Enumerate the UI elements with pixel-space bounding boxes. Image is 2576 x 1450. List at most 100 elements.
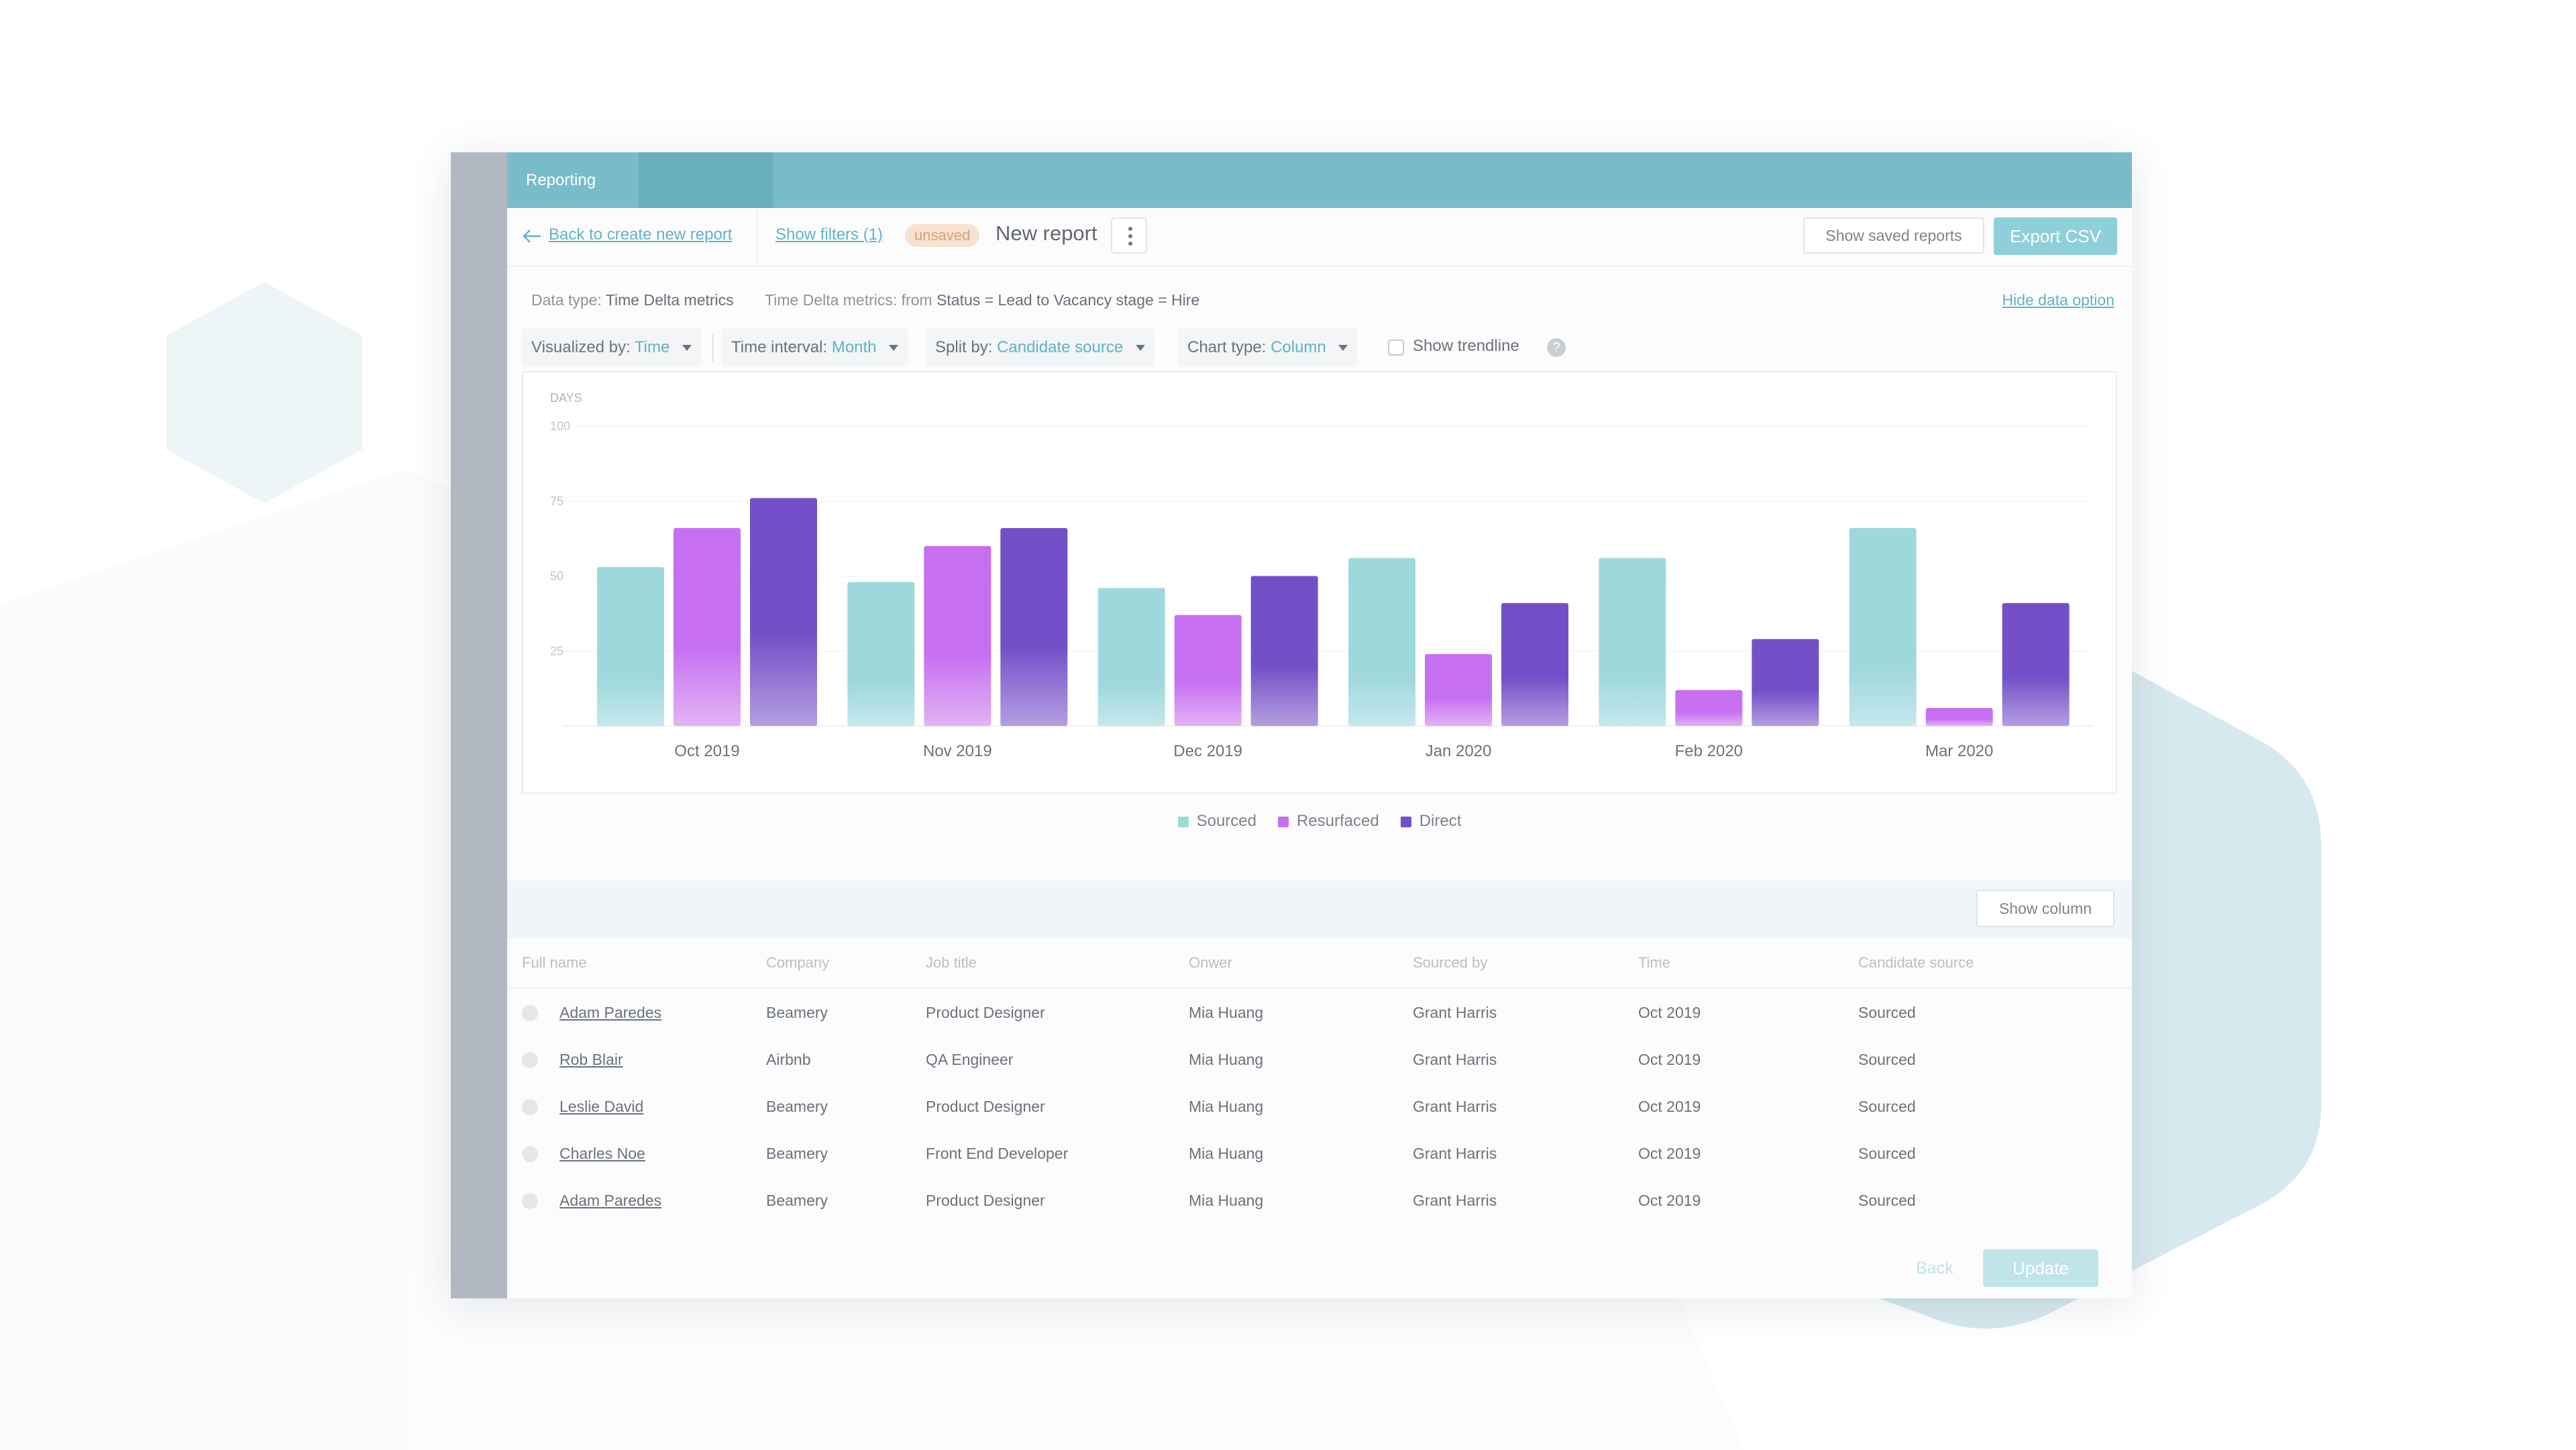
bar-sourced-2[interactable] (1097, 588, 1165, 726)
candidate-name-link[interactable]: Charles Noe (559, 1145, 645, 1162)
split-by-dropdown[interactable]: Split by: Candidate source (926, 329, 1155, 366)
tab-unlabeled[interactable] (639, 152, 773, 208)
visualized-by-dropdown[interactable]: Visualized by: Time (522, 329, 702, 366)
more-options-button[interactable] (1111, 217, 1147, 254)
table-cell: Beamery (766, 1098, 828, 1115)
help-icon[interactable]: ? (1547, 338, 1566, 357)
bar-direct-5[interactable] (2002, 603, 2070, 726)
column-header[interactable]: Full name (522, 954, 587, 971)
export-csv-button[interactable]: Export CSV (1994, 217, 2117, 255)
table-cell: Mia Huang (1189, 1098, 1264, 1115)
table-cell: Grant Harris (1413, 1051, 1497, 1068)
metric-label: Time Delta metrics: from (765, 291, 932, 309)
top-navigation-bar: Reporting (507, 152, 2132, 208)
table-cell: Beamery (766, 1004, 828, 1021)
chart-type-dropdown[interactable]: Chart type: Column (1178, 329, 1358, 366)
split-by-value: Candidate source (997, 338, 1124, 356)
report-content: Back to create new report Show filters (… (507, 208, 2132, 1298)
update-button[interactable]: Update (1983, 1249, 2098, 1287)
bar-resurfaced-2[interactable] (1174, 615, 1242, 726)
bar-resurfaced-1[interactable] (924, 546, 991, 726)
row-select-icon[interactable] (522, 1193, 538, 1209)
show-column-button[interactable]: Show column (1976, 890, 2114, 927)
caret-down-icon (1135, 345, 1145, 352)
show-saved-reports-button[interactable]: Show saved reports (1803, 217, 1984, 254)
legend-item-sourced[interactable]: Sourced (1177, 812, 1256, 831)
table-cell: Beamery (766, 1192, 828, 1209)
bar-resurfaced-5[interactable] (1925, 708, 1993, 726)
table-cell: Sourced (1858, 1192, 1916, 1209)
table-toolbar: Show column (507, 880, 2132, 938)
bar-sourced-3[interactable] (1348, 558, 1415, 726)
candidate-name-link[interactable]: Adam Paredes (559, 1004, 662, 1021)
bar-resurfaced-3[interactable] (1425, 654, 1492, 726)
table-cell: QA Engineer (926, 1051, 1014, 1068)
row-select-icon[interactable] (522, 1099, 538, 1115)
legend-item-direct[interactable]: Direct (1400, 812, 1461, 831)
x-tick-label: Feb 2020 (1675, 742, 1743, 760)
column-header[interactable]: Candidate source (1858, 954, 1974, 971)
table-body: Adam Paredes Beamery Product Designer Mia H… (507, 989, 2132, 1224)
show-filters-link[interactable]: Show filters (1) (775, 225, 883, 244)
bar-sourced-4[interactable] (1599, 558, 1666, 726)
back-to-create-report-link[interactable]: Back to create new report (549, 225, 733, 244)
visualized-by-label: Visualized by: (531, 338, 631, 356)
bar-sourced-5[interactable] (1849, 527, 1917, 726)
candidate-name-link[interactable]: Rob Blair (559, 1051, 623, 1068)
data-type-value: Time Delta metrics (605, 291, 734, 309)
back-button[interactable]: Back (1916, 1259, 1953, 1278)
bar-sourced-1[interactable] (847, 582, 915, 726)
x-tick-label: Mar 2020 (1925, 742, 1993, 760)
chart-type-value: Column (1271, 338, 1326, 356)
table-header: Full name Company Job title Onwer Sourced by… (507, 938, 2132, 989)
bar-direct-2[interactable] (1250, 576, 1318, 727)
kebab-dot-icon (1128, 227, 1132, 231)
table-row[interactable]: Rob Blair Airbnb QA Engineer Mia Huang Grant… (507, 1036, 2132, 1083)
x-tick-label: Dec 2019 (1173, 742, 1242, 760)
table-cell: Airbnb (766, 1051, 811, 1068)
legend-item-resurfaced[interactable]: Resurfaced (1277, 812, 1379, 831)
show-trendline-label[interactable]: Show trendline (1413, 337, 1519, 355)
time-interval-dropdown[interactable]: Time interval: Month (722, 329, 908, 366)
table-row[interactable]: Adam Paredes Beamery Product Designer Mia H… (507, 1177, 2132, 1224)
metric-stage-value: = Hire (1158, 291, 1200, 309)
bar-resurfaced-4[interactable] (1675, 690, 1743, 726)
table-cell: Beamery (766, 1145, 828, 1162)
bar-direct-4[interactable] (1752, 639, 1819, 726)
show-trendline-checkbox[interactable] (1388, 340, 1404, 356)
table-cell: Product Designer (926, 1192, 1045, 1209)
controls-divider (712, 334, 714, 362)
column-header[interactable]: Company (766, 954, 830, 971)
report-window: Reporting Back to create new report Show… (451, 152, 2132, 1298)
chart-legend: Sourced Resurfaced Direct (507, 812, 2132, 831)
visualized-by-value: Time (634, 338, 670, 356)
back-arrow-icon[interactable] (522, 228, 542, 244)
table-row[interactable]: Leslie David Beamery Product Designer Mia H… (507, 1083, 2132, 1130)
table-cell: Mia Huang (1189, 1051, 1264, 1068)
bar-sourced-0[interactable] (597, 567, 664, 726)
bar-direct-3[interactable] (1501, 603, 1568, 726)
row-select-icon[interactable] (522, 1146, 538, 1162)
data-type-label: Data type: (531, 291, 602, 309)
bar-direct-1[interactable] (1000, 527, 1068, 726)
bar-direct-0[interactable] (750, 498, 817, 726)
tab-reporting[interactable]: Reporting (507, 152, 639, 208)
table-row[interactable]: Adam Paredes Beamery Product Designer Mia H… (507, 989, 2132, 1036)
caret-down-icon (1338, 345, 1348, 352)
bar-resurfaced-0[interactable] (674, 527, 741, 726)
column-header[interactable]: Job title (926, 954, 977, 971)
table-cell: Oct 2019 (1638, 1192, 1701, 1209)
hide-data-option-link[interactable]: Hide data option (2002, 291, 2114, 309)
x-tick-label: Nov 2019 (923, 742, 992, 760)
candidate-name-link[interactable]: Adam Paredes (559, 1192, 662, 1209)
column-header[interactable]: Time (1638, 954, 1671, 971)
candidate-name-link[interactable]: Leslie David (559, 1098, 644, 1115)
table-cell: Mia Huang (1189, 1192, 1264, 1209)
row-select-icon[interactable] (522, 1052, 538, 1068)
column-header[interactable]: Sourced by (1413, 954, 1488, 971)
split-by-label: Split by: (935, 338, 993, 356)
row-select-icon[interactable] (522, 1005, 538, 1021)
column-header[interactable]: Onwer (1189, 954, 1232, 971)
chart-type-label: Chart type: (1187, 338, 1267, 356)
table-row[interactable]: Charles Noe Beamery Front End Developer Mia… (507, 1130, 2132, 1177)
